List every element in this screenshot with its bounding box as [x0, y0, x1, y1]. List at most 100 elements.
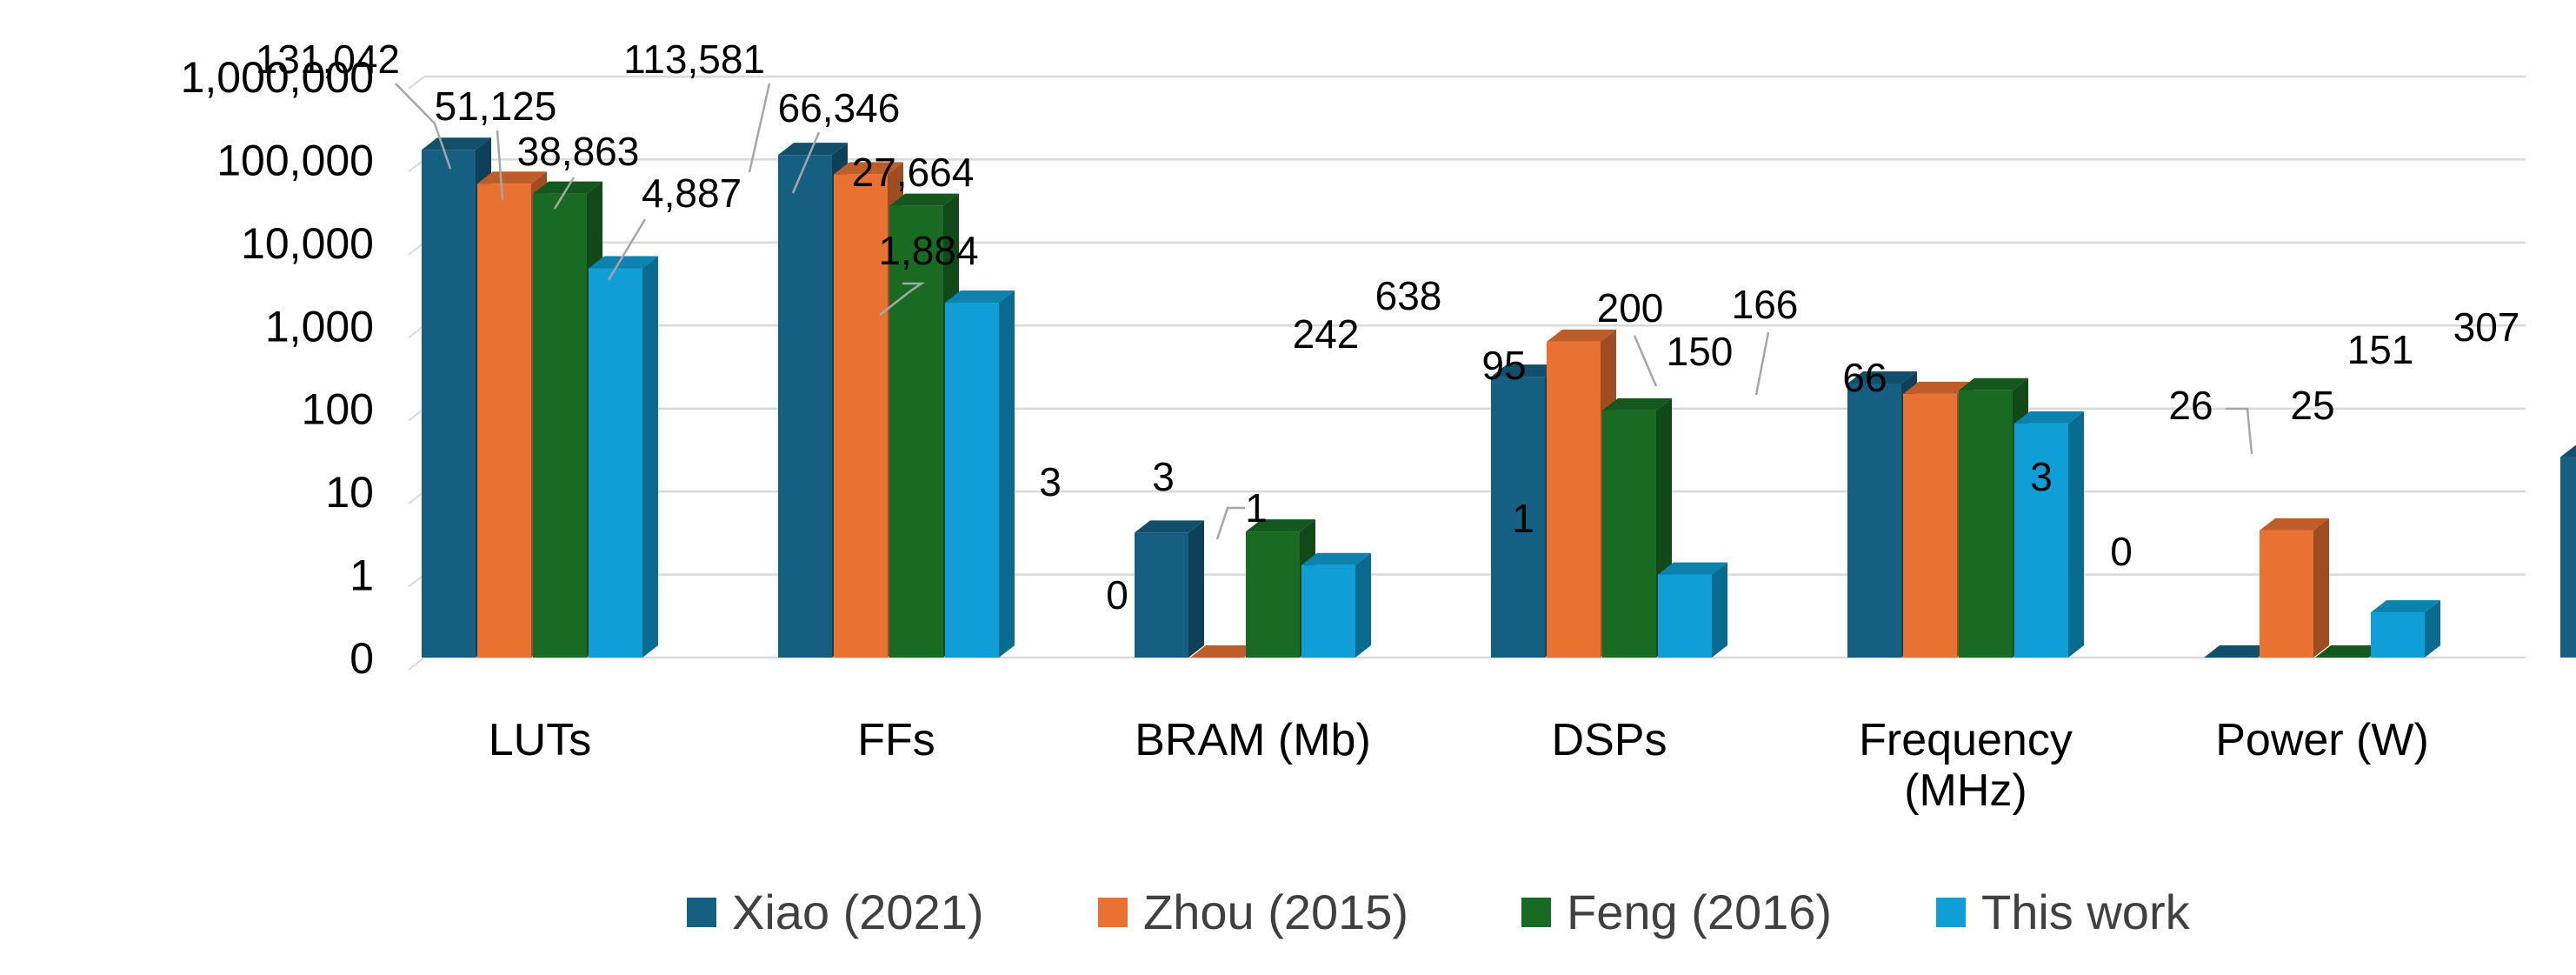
- leader-lines: [395, 83, 2253, 540]
- y-tick-label: 10,000: [241, 219, 374, 268]
- data-label-xiao-2021-3: 242: [1293, 311, 1360, 357]
- data-label-this-work-6: 307: [2453, 304, 2520, 350]
- bar-top: [1959, 377, 2028, 391]
- legend-label: Zhou (2015): [1143, 885, 1408, 939]
- bar-front: [2560, 457, 2576, 658]
- data-label-xiao-2021-0: 131,042: [256, 37, 400, 82]
- bar-front: [422, 150, 476, 658]
- data-label-zhou-2015-0: 51,125: [435, 83, 557, 129]
- bar-top: [477, 171, 547, 184]
- category-label: Frequency: [1859, 715, 2073, 765]
- bar-top: [1547, 329, 1616, 342]
- data-label-xiao-2021-6: 26: [2168, 383, 2213, 428]
- bar-front: [1135, 532, 1188, 658]
- category-label: DSPs: [1552, 715, 1667, 765]
- legend-label: Xiao (2021): [732, 885, 984, 939]
- legend-swatch: [687, 898, 716, 927]
- bar-this-work-bram-mb: [1301, 552, 1371, 658]
- leader-line-this-work-1: [879, 282, 926, 316]
- gridline-depth: [408, 76, 425, 90]
- bar-xiao-2021-bram-mb: [1135, 520, 1204, 658]
- bar-top: [834, 162, 903, 175]
- bar-front: [533, 193, 587, 658]
- data-label-this-work-2: 1: [1245, 485, 1268, 531]
- bar-this-work-power-w: [2371, 600, 2440, 658]
- bar-top: [1135, 520, 1204, 533]
- bar-top: [1658, 562, 1727, 575]
- data-label-this-work-3: 1: [1512, 496, 1534, 541]
- data-label-zhou-2015-2: 0: [1106, 572, 1128, 618]
- bar-top: [1847, 371, 1917, 384]
- bar-top: [422, 137, 491, 150]
- bar-top: [2204, 645, 2273, 658]
- data-label-this-work-0: 4,887: [642, 170, 742, 216]
- bar-side: [2425, 600, 2440, 658]
- gridlines: [408, 75, 2526, 671]
- y-tick-label: 100: [302, 385, 374, 434]
- y-tick-label: 10: [325, 468, 374, 517]
- bar-front: [945, 303, 999, 658]
- bar-front: [2014, 423, 2068, 658]
- bar-front: [1246, 531, 1300, 658]
- category-label: Power (W): [2215, 715, 2429, 765]
- y-axis-ticks: 0 1 10 100 1,000 10,000 100,000 1,000,000: [181, 53, 374, 683]
- leader-line-this-work-2: [1215, 506, 1245, 540]
- y-tick-label: 1,000: [265, 302, 374, 351]
- bar-top: [2014, 411, 2084, 424]
- data-label-this-work-4: 66: [1842, 355, 1887, 400]
- leader-line-xiao-2021-6: [2226, 407, 2253, 455]
- y-tick-label: 0: [349, 634, 374, 683]
- data-label-zhou-2015-4: 150: [1667, 329, 1734, 374]
- legend-item-xiao-2021: Xiao (2021): [687, 885, 984, 939]
- legend-label: This work: [1981, 885, 2191, 939]
- bar-side: [999, 290, 1015, 658]
- bar-top: [589, 256, 658, 269]
- category-label: LUTs: [489, 715, 591, 765]
- bar-top: [1491, 364, 1561, 377]
- bar-front: [834, 174, 888, 658]
- bar-front: [477, 184, 531, 658]
- data-label-zhou-2015-5: 3: [2030, 454, 2053, 499]
- legend-item-zhou-2015: Zhou (2015): [1098, 885, 1408, 939]
- category-label: BRAM (Mb): [1135, 715, 1371, 765]
- data-label-feng-2016-0: 38,863: [517, 129, 640, 174]
- gridline-depth: [408, 657, 425, 671]
- bar-top: [1246, 519, 1315, 532]
- bar-front: [1903, 393, 1957, 658]
- bar-feng-2016-power-w: [2315, 645, 2385, 658]
- bar-top: [1602, 397, 1672, 411]
- bar-top: [2315, 645, 2385, 658]
- x-axis-categories: LUTs FFs BRAM (Mb) DSPs Frequency(MHz) Power …: [489, 715, 2429, 816]
- leader-line-feng-2016-0: [553, 177, 576, 210]
- legend-item-feng-2016: Feng (2016): [1521, 885, 1832, 939]
- bar-this-work-frequency-mhz: [2014, 411, 2084, 658]
- bar-side: [2313, 518, 2329, 658]
- y-tick-label: 100,000: [216, 136, 374, 184]
- data-label-xiao-2021-4: 200: [1597, 285, 1664, 331]
- bar-side: [1712, 562, 1727, 658]
- bar-top: [1903, 381, 1973, 394]
- data-label-zhou-2015-3: 638: [1375, 273, 1442, 318]
- leader-line-zhou-2015-0: [496, 130, 504, 201]
- data-label-xiao-2021-2: 3: [1039, 459, 1062, 504]
- bar-top: [2260, 518, 2329, 531]
- data-labels: 131,042 113,581 3 242 200 26 51,125 66,346 0 638 1…: [256, 37, 2520, 618]
- bar-side: [1355, 552, 1371, 658]
- bar-front: [2371, 612, 2425, 658]
- bar-front: [589, 268, 642, 658]
- data-label-feng-2016-6: 151: [2347, 327, 2414, 372]
- category-label: (MHz): [1904, 765, 2027, 816]
- bar-front: [1602, 410, 1656, 658]
- bar-top: [889, 193, 959, 206]
- data-label-zhou-2015-1: 66,346: [778, 85, 901, 130]
- leader-line-zhou-2015-1: [791, 131, 821, 194]
- bar-this-work-dsps: [1658, 562, 1727, 658]
- category-label: FFs: [857, 715, 935, 765]
- bar-xiao-2021-power-w: [2204, 645, 2273, 658]
- data-label-zhou-2015-6: 25: [2290, 383, 2334, 428]
- legend-swatch: [1098, 898, 1128, 927]
- data-label-feng-2016-3: 95: [1481, 343, 1526, 388]
- bar-top: [945, 290, 1015, 304]
- leader-line-xiao-2021-0: [395, 83, 452, 170]
